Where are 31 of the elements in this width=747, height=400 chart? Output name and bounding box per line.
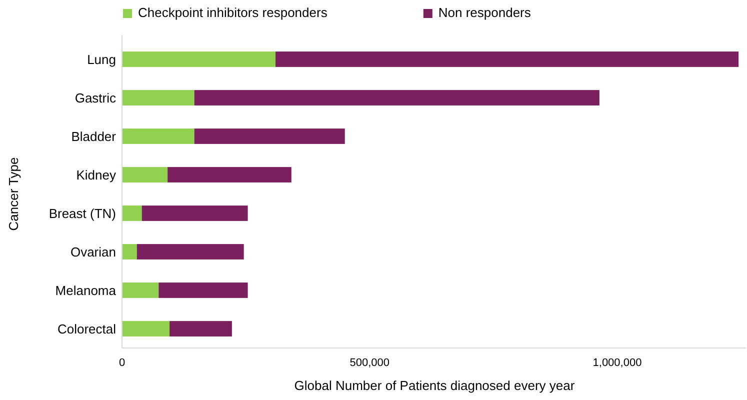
y-tick-label: Gastric — [74, 90, 116, 106]
x-tick-label: 1,000,000 — [592, 357, 642, 369]
y-tick-label: Colorectal — [57, 321, 116, 336]
bar — [168, 167, 292, 182]
legend-label: Checkpoint inhibitors responders — [138, 5, 328, 20]
bar — [194, 128, 345, 144]
bar — [122, 128, 194, 144]
bar — [194, 90, 600, 106]
bar — [142, 206, 248, 221]
y-tick-label: Kidney — [76, 167, 116, 182]
bar — [122, 206, 142, 221]
x-tick-label: 500,000 — [350, 357, 390, 369]
bar — [158, 282, 248, 298]
bar — [136, 244, 244, 260]
bar — [122, 90, 194, 106]
y-tick-label: Breast (TN) — [48, 206, 116, 221]
bar — [170, 321, 232, 336]
bar — [122, 244, 137, 260]
bar — [122, 52, 276, 67]
y-axis-title: Cancer Type — [6, 157, 21, 231]
y-tick-label: Melanoma — [55, 282, 117, 298]
legend-label: Non responders — [438, 5, 532, 20]
y-tick-label: Ovarian — [70, 244, 116, 260]
y-tick-label: Lung — [87, 52, 116, 67]
bar — [122, 321, 170, 336]
bar — [122, 167, 168, 182]
bar — [122, 282, 159, 298]
x-axis-title: Global Number of Patients diagnosed every year — [294, 378, 576, 393]
x-tick-label: 0 — [118, 357, 126, 369]
bar — [276, 52, 739, 67]
y-tick-label: Bladder — [71, 128, 117, 144]
